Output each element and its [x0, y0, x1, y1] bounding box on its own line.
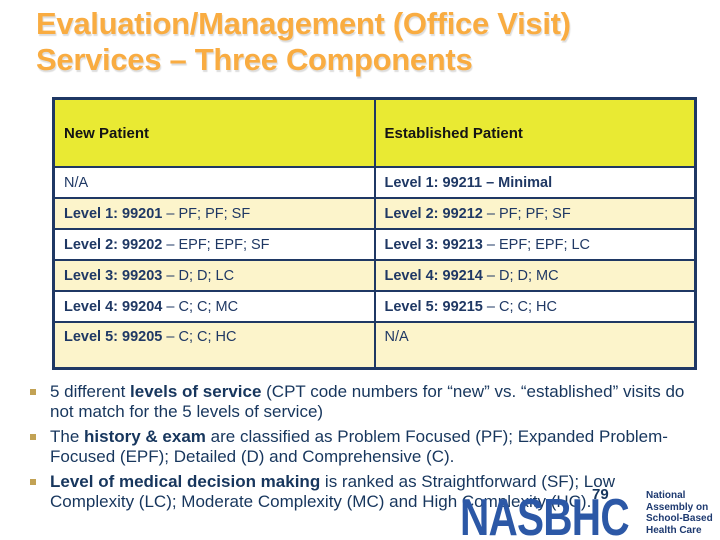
- bullet-item: 5 different levels of service (CPT code …: [26, 382, 690, 422]
- cell-established-patient: N/A: [373, 321, 697, 370]
- bullet-text: The history & exam are classified as Pro…: [50, 427, 690, 467]
- cell-desc: – PF; PF; SF: [482, 205, 571, 222]
- bullet-text-pre: 5 different: [50, 382, 131, 401]
- cell-desc: – C; C; HC: [162, 329, 237, 345]
- cell-desc: – PF; PF; SF: [162, 205, 251, 222]
- cell-new-patient: Level 2: 99202 – EPF; EPF; SF: [52, 228, 376, 261]
- title-line-1: Evaluation/Management (Office Visit): [36, 6, 571, 41]
- cell-code: Level 1: 99201: [64, 205, 163, 222]
- table-row: N/A Level 1: 99211 – Minimal: [52, 166, 697, 199]
- cell-desc: – D; D; MC: [482, 267, 559, 284]
- cell-desc: – EPF; EPF; LC: [482, 236, 591, 253]
- cell-desc: N/A: [64, 174, 89, 191]
- cell-code: Level 2: 99202: [64, 236, 163, 253]
- bullet-text-bold: history & exam: [84, 427, 206, 447]
- table-row: Level 2: 99202 – EPF; EPF; SF Level 3: 9…: [52, 228, 697, 261]
- square-bullet-icon: [30, 479, 36, 486]
- page-number: 79: [592, 486, 609, 503]
- table-row: Level 3: 99203 – D; D; LC Level 4: 99214…: [52, 259, 697, 292]
- bullet-text-bold: levels of service: [130, 382, 262, 401]
- table-header-row: New Patient Established Patient: [52, 97, 697, 168]
- bullet-text-pre: The: [50, 427, 85, 447]
- square-bullet-icon: [30, 389, 36, 395]
- col-header-established-patient: Established Patient: [373, 97, 697, 168]
- cell-new-patient: Level 4: 99204 – C; C; MC: [52, 290, 376, 323]
- cell-code: Level 5: 99215: [384, 298, 483, 315]
- cell-desc: – C; C; HC: [482, 298, 557, 315]
- cell-established-patient: Level 4: 99214 – D; D; MC: [373, 259, 697, 292]
- slide-title: Evaluation/Management (Office Visit) Ser…: [36, 6, 571, 78]
- cell-established-patient: Level 1: 99211 – Minimal: [373, 166, 697, 199]
- cell-code: Level 2: 99212: [384, 205, 483, 222]
- bullet-text-post: (CPT code numbers for “new” vs. “establi…: [50, 382, 685, 422]
- cell-established-patient: Level 3: 99213 – EPF; EPF; LC: [373, 228, 697, 261]
- cell-desc: N/A: [384, 329, 409, 345]
- bullet-item: Level of medical decision making is rank…: [26, 472, 690, 512]
- bullet-list: 5 different levels of service (CPT code …: [26, 382, 690, 517]
- title-line-2: Services – Three Components: [36, 41, 473, 77]
- bullet-text-post: are classified as Problem Focused (PF); …: [50, 427, 668, 467]
- bullet-text-bold: Level of medical decision making: [50, 472, 321, 492]
- cell-code: Level 5: 99205: [64, 329, 163, 345]
- bullet-text: 5 different levels of service (CPT code …: [50, 382, 690, 422]
- cell-code: Level 3: 99203: [64, 267, 163, 284]
- cell-code: Level 1: 99211 – Minimal: [384, 174, 553, 191]
- table-row: Level 5: 99205 – C; C; HC N/A: [52, 321, 697, 370]
- cell-new-patient: Level 1: 99201 – PF; PF; SF: [52, 197, 376, 230]
- cell-established-patient: Level 2: 99212 – PF; PF; SF: [373, 197, 697, 230]
- em-services-table: New Patient Established Patient N/A Leve…: [52, 97, 697, 370]
- bullet-text: Level of medical decision making is rank…: [50, 472, 690, 512]
- tagline-line: National: [646, 490, 686, 501]
- cell-new-patient: Level 3: 99203 – D; D; LC: [52, 259, 376, 292]
- tagline-line: Assembly on: [646, 501, 709, 513]
- bullet-item: The history & exam are classified as Pro…: [26, 427, 690, 467]
- bullet-text-post: is ranked as Straightforward (SF); Low C…: [50, 472, 615, 512]
- cell-code: Level 4: 99204: [64, 298, 163, 315]
- table-row: Level 1: 99201 – PF; PF; SF Level 2: 992…: [52, 197, 697, 230]
- table-row: Level 4: 99204 – C; C; MC Level 5: 99215…: [52, 290, 697, 323]
- cell-desc: – D; D; LC: [162, 267, 235, 284]
- cell-established-patient: Level 5: 99215 – C; C; HC: [373, 290, 697, 323]
- nasbhc-logo-tagline: National Assembly on School-Based Health…: [646, 490, 713, 536]
- col-header-new-patient: New Patient: [52, 97, 376, 168]
- nasbhc-logo: NASBHC: [460, 489, 630, 540]
- cell-new-patient: N/A: [52, 166, 376, 199]
- cell-code: Level 4: 99214: [384, 267, 483, 284]
- cell-desc: – EPF; EPF; SF: [162, 236, 270, 253]
- cell-code: Level 3: 99213: [384, 236, 483, 253]
- tagline-line: School-Based: [646, 513, 713, 524]
- square-bullet-icon: [30, 434, 36, 441]
- cell-new-patient: Level 5: 99205 – C; C; HC: [52, 321, 376, 370]
- tagline-line: Health Care: [646, 524, 702, 536]
- cell-desc: – C; C; MC: [162, 298, 239, 315]
